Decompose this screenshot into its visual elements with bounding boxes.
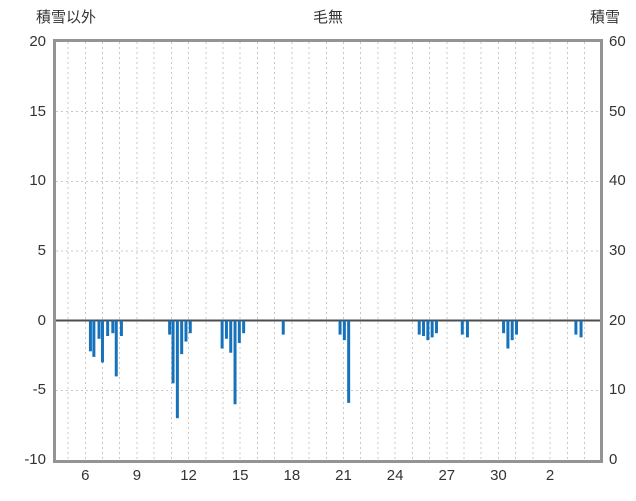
left-axis-tick-label: 5 bbox=[37, 242, 46, 259]
left-axis-title: 積雪以外 bbox=[36, 9, 97, 26]
data-bar bbox=[242, 320, 246, 334]
right-axis-title: 積雪 bbox=[589, 9, 620, 26]
data-bar bbox=[111, 320, 115, 334]
data-bar bbox=[188, 320, 192, 334]
x-axis-tick-label: 2 bbox=[545, 467, 555, 484]
right-axis-tick-label: 40 bbox=[609, 172, 626, 190]
data-bar bbox=[506, 320, 510, 349]
data-bar bbox=[114, 320, 118, 377]
data-bar bbox=[106, 320, 110, 336]
x-axis-tick-label: 21 bbox=[335, 467, 352, 484]
x-axis-tick-label: 18 bbox=[283, 467, 301, 484]
data-bar bbox=[229, 320, 233, 353]
x-axis-tick-label: 9 bbox=[132, 467, 142, 484]
data-bar bbox=[426, 320, 430, 341]
data-bar bbox=[579, 320, 583, 338]
data-bar bbox=[119, 320, 123, 336]
left-axis-tick-label: -10 bbox=[24, 451, 46, 468]
data-bar bbox=[220, 320, 224, 349]
x-axis-tick-label: 27 bbox=[438, 467, 456, 484]
data-bar bbox=[465, 320, 469, 338]
data-bar bbox=[171, 320, 175, 384]
left-axis-tick-label: -5 bbox=[32, 381, 46, 399]
right-axis-tick-label: 30 bbox=[609, 242, 626, 259]
plot-area bbox=[53, 39, 603, 463]
data-bar bbox=[430, 320, 434, 338]
x-axis-tick-label: 15 bbox=[231, 467, 249, 484]
left-axis-tick-label: 0 bbox=[37, 311, 46, 329]
data-bar bbox=[97, 320, 101, 339]
x-axis-tick-label: 24 bbox=[386, 467, 404, 484]
x-axis-tick-label: 6 bbox=[81, 467, 90, 484]
plot-canvas bbox=[56, 42, 600, 460]
data-bar bbox=[574, 320, 578, 335]
x-axis-tick-label: 30 bbox=[490, 467, 507, 484]
right-axis-tick-label: 60 bbox=[609, 33, 626, 50]
data-bar bbox=[233, 320, 237, 405]
data-bar bbox=[417, 320, 421, 335]
data-bar bbox=[184, 320, 188, 342]
data-bar bbox=[422, 320, 426, 336]
data-bar bbox=[168, 320, 172, 335]
left-axis-tick-label: 15 bbox=[29, 102, 46, 120]
left-axis-tick-label: 20 bbox=[29, 33, 46, 50]
left-axis-tick-label: 10 bbox=[29, 172, 46, 190]
data-bar bbox=[347, 320, 351, 403]
data-bar bbox=[224, 320, 228, 339]
data-bar bbox=[342, 320, 346, 341]
data-bar bbox=[460, 320, 464, 335]
data-bar bbox=[281, 320, 285, 335]
data-bar bbox=[515, 320, 519, 335]
data-bar bbox=[338, 320, 342, 335]
data-bar bbox=[88, 320, 92, 352]
right-axis-tick-label: 10 bbox=[609, 381, 626, 399]
x-axis-tick-label: 12 bbox=[180, 467, 197, 484]
data-bar bbox=[502, 320, 506, 334]
data-bar bbox=[434, 320, 438, 334]
right-axis-tick-label: 0 bbox=[609, 451, 618, 468]
data-bar bbox=[100, 320, 104, 363]
data-bar bbox=[237, 320, 241, 343]
data-bar bbox=[180, 320, 184, 355]
chart-title: 毛無 bbox=[312, 9, 343, 26]
right-axis-tick-label: 50 bbox=[609, 102, 626, 120]
data-bar bbox=[175, 320, 179, 419]
data-bar bbox=[92, 320, 96, 357]
right-axis-tick-label: 20 bbox=[609, 311, 626, 329]
data-bar bbox=[510, 320, 514, 341]
